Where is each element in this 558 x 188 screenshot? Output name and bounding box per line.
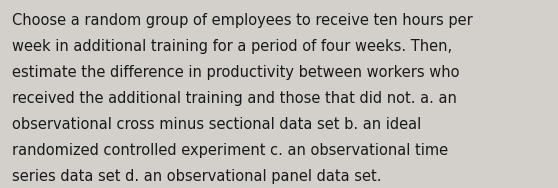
- Text: observational cross minus sectional data set b. an ideal: observational cross minus sectional data…: [12, 117, 421, 132]
- Text: randomized controlled experiment c. an observational time: randomized controlled experiment c. an o…: [12, 143, 449, 158]
- Text: Choose a random group of employees to receive ten hours per: Choose a random group of employees to re…: [12, 13, 473, 28]
- Text: received the additional training and those that did not. a. an: received the additional training and tho…: [12, 91, 457, 106]
- Text: estimate the difference in productivity between workers who: estimate the difference in productivity …: [12, 65, 460, 80]
- Text: series data set d. an observational panel data set.: series data set d. an observational pane…: [12, 169, 382, 184]
- Text: week in additional training for a period of four weeks. Then,: week in additional training for a period…: [12, 39, 453, 54]
